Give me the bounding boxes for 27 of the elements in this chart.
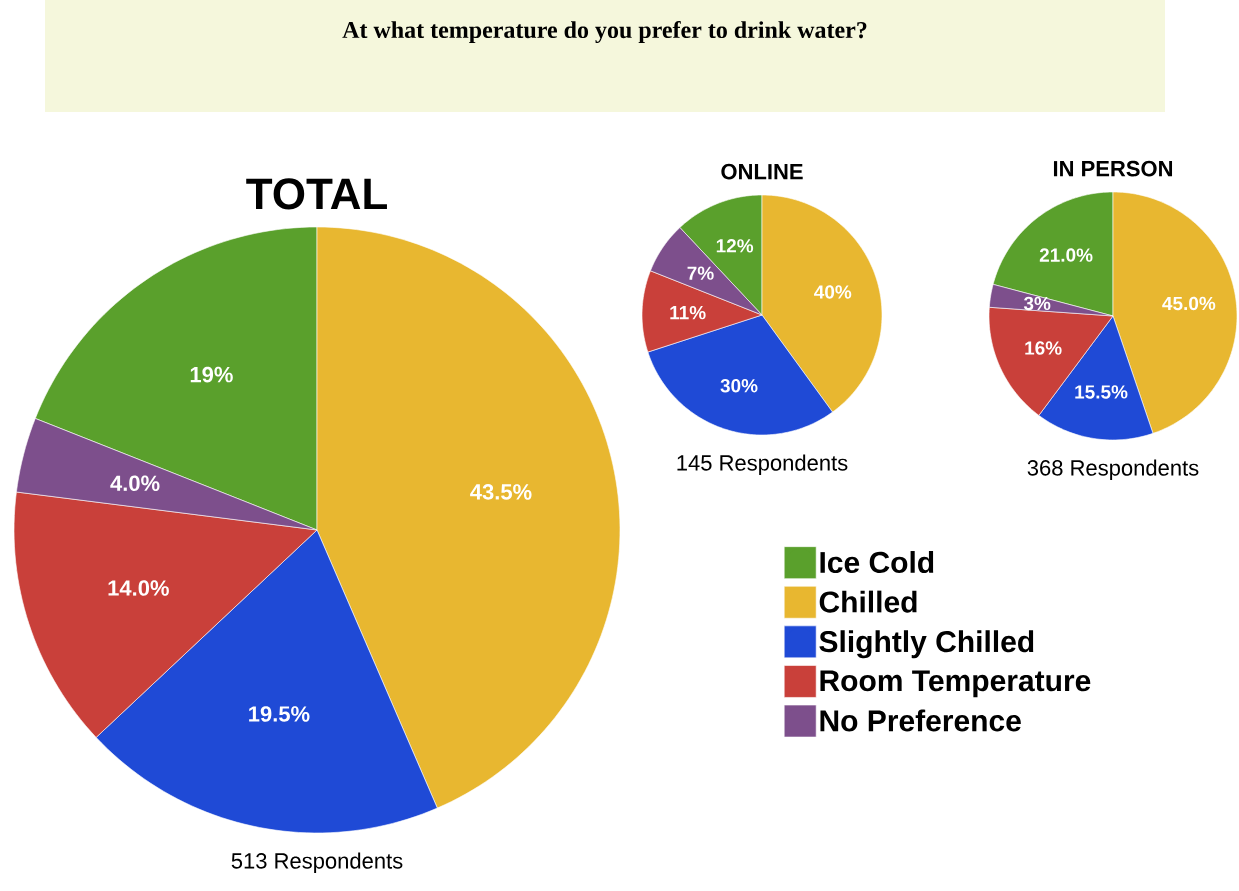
data-label: 19.5% [249,706,310,722]
chart-title: ONLINE [721,163,803,180]
data-label: 4.0% [110,475,160,492]
legend-label: Chilled [819,590,917,613]
data-label: 15.5% [1075,385,1128,399]
legend-label: Room Temperature [820,670,1091,698]
data-label: 12% [716,239,754,253]
data-label: 11% [670,305,706,320]
text: At what temperature do you prefer to drink water? [342,20,867,44]
legend-label: Slightly Chilled [819,630,1034,659]
text: 145 Respondents [677,454,848,476]
data-label: 30% [720,379,758,393]
data-label: 19% [190,366,233,383]
data-label: 45.0% [1162,296,1216,311]
legend-label: Ice Cold [820,551,934,574]
chart-title: IN PERSON [1053,160,1173,177]
text: 513 Respondents [231,852,403,874]
text: 368 Respondents [1027,459,1199,481]
data-label: 43.5% [470,484,532,500]
chart-title: TOTAL [246,178,387,210]
data-label: 14.0% [108,580,169,596]
data-label: 3% [1023,296,1051,311]
data-label: 7% [687,266,714,280]
data-label: 16% [1025,341,1062,355]
data-label: 21.0% [1039,248,1093,262]
data-label: 40% [814,285,852,299]
legend-label: No Preference [820,709,1021,732]
